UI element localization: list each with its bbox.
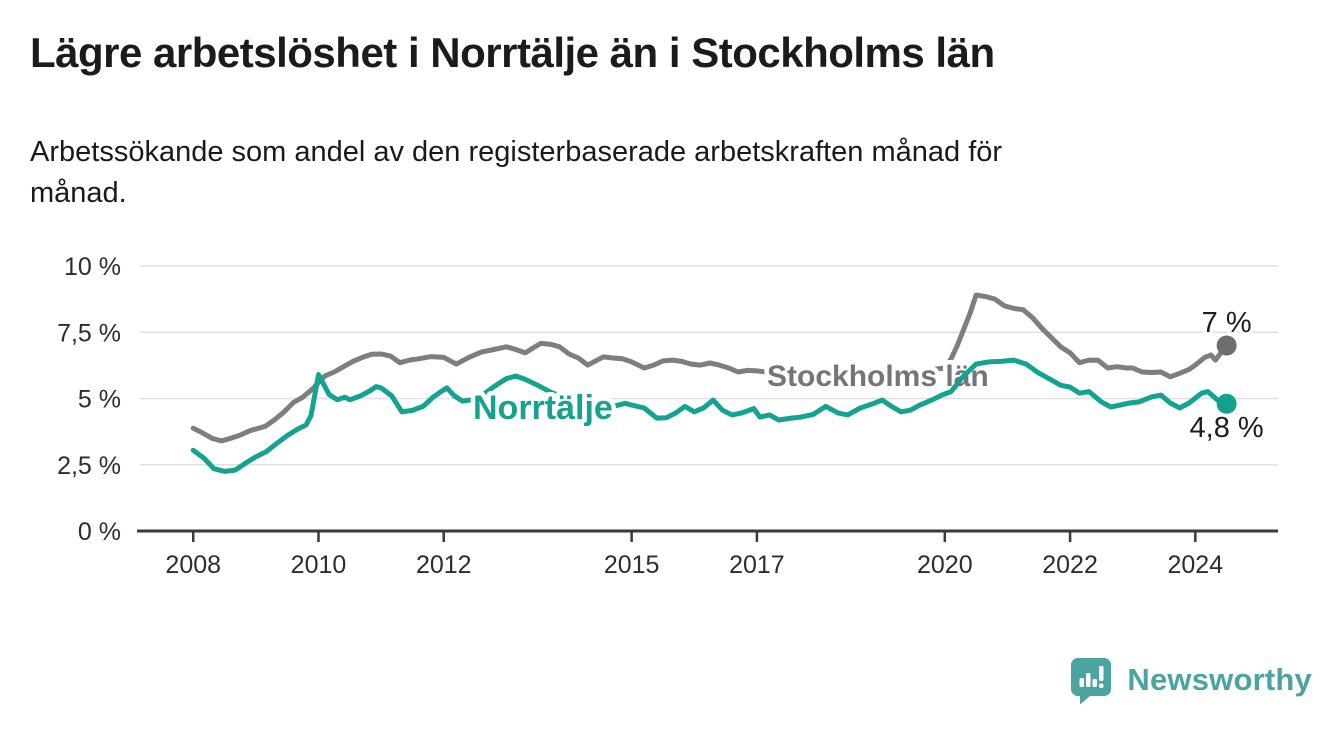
x-tick-label: 2012: [416, 551, 472, 579]
x-tick-label: 2022: [1042, 551, 1098, 579]
x-tick-label: 2024: [1168, 551, 1224, 579]
x-tick-label: 2008: [165, 551, 221, 579]
x-tick-label: 2020: [917, 551, 973, 579]
series-line-stockholms-lan: [190, 292, 1230, 444]
x-tick-label: 2017: [729, 551, 785, 579]
end-dot-stockholms-lan: [1216, 335, 1237, 356]
x-tick-label: 2015: [604, 551, 660, 579]
newsworthy-brand-name: Newsworthy: [1127, 662, 1312, 697]
series-label-norrtalje: Norrtälje: [473, 389, 613, 427]
x-tick-label: 2010: [291, 551, 347, 579]
y-tick-label: 5 %: [78, 386, 121, 414]
y-tick-label: 7,5 %: [57, 319, 121, 347]
chart-subtitle: Arbetssökande som andel av den registerb…: [30, 136, 1003, 210]
y-tick-label: 2,5 %: [57, 452, 121, 480]
end-dot-norrtalje: [1216, 393, 1237, 414]
chart-title: Lägre arbetslöshet i Norrtälje än i Stoc…: [30, 29, 995, 76]
series-line-norrtalje: [190, 357, 1230, 474]
newsworthy-logo-icon: [1071, 658, 1112, 704]
y-tick-label: 10 %: [64, 253, 121, 281]
end-value-label-norrtalje: 4,8 %: [1190, 412, 1264, 444]
end-value-label-stockholms-lan: 7 %: [1202, 307, 1252, 339]
y-tick-label: 0 %: [78, 518, 121, 546]
newsworthy-branding: Newsworthy: [1069, 656, 1312, 704]
